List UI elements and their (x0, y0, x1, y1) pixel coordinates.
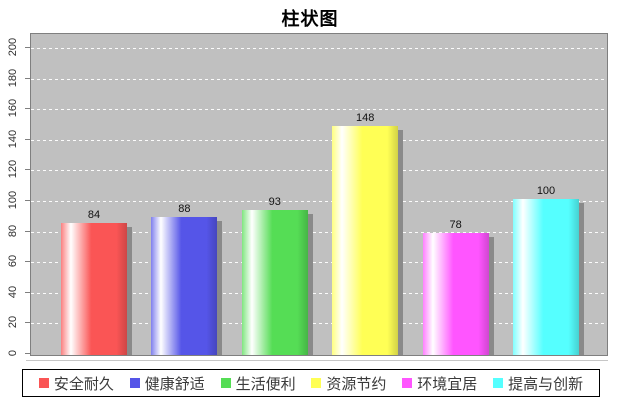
y-tick-label: 0 (7, 349, 19, 357)
gridline (31, 139, 607, 141)
legend-item-1: 安全耐久 (38, 373, 114, 394)
y-tick-mark (25, 77, 30, 79)
bar-生活便利 (241, 209, 308, 355)
y-tick-mark (25, 291, 30, 293)
y-tick-mark (25, 169, 30, 171)
y-axis: 0 20 40 60 80 100 120 140 160 180 200 (0, 33, 30, 356)
chart-title: 柱状图 (281, 9, 339, 29)
legend-item-2: 健康舒适 (129, 373, 205, 394)
y-tick-label: 80 (7, 224, 19, 237)
legend-item-4: 资源节约 (311, 373, 386, 394)
legend-item-6: 提高与创新 (493, 373, 583, 394)
y-tick-label: 140 (7, 129, 19, 148)
legend-label: 生活便利 (235, 375, 296, 393)
gridline (31, 48, 607, 49)
bar-环境宜居 (422, 232, 489, 355)
bar-value-label: 78 (449, 218, 462, 231)
y-tick-label: 40 (7, 285, 19, 298)
bar-value-label: 148 (356, 111, 375, 124)
legend-swatch-icon (220, 378, 231, 388)
legend-swatch-icon (129, 378, 140, 388)
y-tick-label: 180 (7, 68, 19, 87)
legend-swatch-icon (311, 378, 322, 388)
bar-value-label: 100 (536, 185, 556, 197)
plot-area: 84 88 93 148 78 100 (30, 33, 608, 356)
legend-label: 资源节约 (326, 375, 387, 393)
y-tick-label: 20 (7, 316, 19, 329)
y-tick-label: 100 (7, 190, 19, 210)
gridline (31, 323, 607, 325)
legend-label: 健康舒适 (144, 375, 205, 393)
y-tick-mark (25, 200, 30, 201)
legend-label: 安全耐久 (53, 375, 114, 393)
bar-资源节约 (332, 125, 399, 355)
bar-健康舒适 (151, 217, 218, 355)
y-tick-label: 160 (7, 99, 19, 118)
bar-提高与创新 (513, 199, 579, 355)
y-tick-mark (25, 322, 30, 324)
bar-value-label: 93 (268, 195, 281, 208)
y-tick-mark (25, 138, 30, 140)
gridline (31, 170, 607, 172)
y-tick-mark (25, 261, 30, 263)
gridline (31, 109, 607, 111)
legend: 安全耐久 健康舒适 生活便利 资源节约 环境宜居 提高与创新 (22, 369, 600, 397)
y-tick-label: 120 (7, 160, 19, 179)
y-tick-mark (25, 353, 30, 354)
legend-item-5: 环境宜居 (402, 373, 477, 394)
legend-swatch-icon (402, 378, 413, 388)
gridline (31, 201, 607, 202)
y-tick-mark (25, 47, 30, 48)
gridline (31, 78, 607, 80)
legend-item-3: 生活便利 (220, 373, 296, 394)
legend-swatch-icon (493, 378, 504, 388)
gridline (31, 262, 607, 264)
legend-swatch-icon (38, 378, 49, 388)
bar-安全耐久 (61, 223, 127, 355)
y-tick-label: 60 (7, 255, 19, 268)
gridline (31, 231, 607, 233)
y-tick-label: 200 (7, 37, 19, 57)
x-axis-line (26, 360, 608, 361)
legend-label: 环境宜居 (417, 375, 478, 393)
y-tick-mark (25, 108, 30, 110)
y-tick-mark (25, 230, 30, 232)
bar-value-label: 84 (87, 209, 101, 222)
legend-label: 提高与创新 (508, 375, 584, 393)
gridline (31, 292, 607, 294)
bar-value-label: 88 (178, 203, 191, 216)
